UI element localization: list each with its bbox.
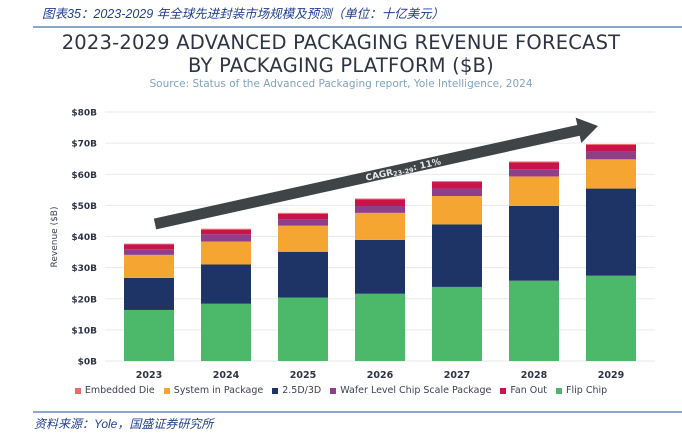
bar-system-in-package-2023 xyxy=(124,254,174,278)
bar-stack-2024 xyxy=(201,228,251,361)
x-axis-ticks: 2023 2024 2025 2026 2027 2028 2029 xyxy=(136,370,624,381)
legend-swatch xyxy=(163,387,170,394)
bar-fan-out-2024 xyxy=(201,229,251,235)
bar-2-5d-3d-2029 xyxy=(586,188,636,276)
y-tick-label: $0B xyxy=(78,358,98,368)
bar-system-in-package-2028 xyxy=(509,176,559,206)
y-tick-label: $80B xyxy=(71,109,97,119)
bar-wafer-level-chip-scale-package-2029 xyxy=(586,151,636,160)
legend-label: Fan Out xyxy=(510,385,548,396)
legend-label: Wafer Level Chip Scale Package xyxy=(340,385,492,396)
bar-2-5d-3d-2026 xyxy=(355,239,405,294)
bar-flip-chip-2026 xyxy=(355,293,405,361)
legend-item: Wafer Level Chip Scale Package xyxy=(330,385,491,396)
bar-flip-chip-2023 xyxy=(124,309,174,361)
source-divider xyxy=(33,411,682,413)
bar-wafer-level-chip-scale-package-2025 xyxy=(278,219,328,226)
bar-system-in-package-2026 xyxy=(355,212,405,240)
y-tick-label: $30B xyxy=(71,264,97,274)
legend-swatch xyxy=(272,387,279,394)
bar-2-5d-3d-2028 xyxy=(509,205,559,281)
cagr-label: CAGR23-29: 11% xyxy=(365,157,442,184)
bar-2-5d-3d-2024 xyxy=(201,264,251,304)
arrow-icon xyxy=(153,117,598,230)
bar-flip-chip-2028 xyxy=(509,280,559,361)
bar-stack-2028 xyxy=(509,161,559,361)
bar-fan-out-2029 xyxy=(586,144,636,152)
bar-fan-out-2026 xyxy=(355,199,405,206)
legend-item: System in Package xyxy=(163,385,264,396)
y-axis-ticks: $0B $10B $20B $30B $40B $50B $60B $70B $80B xyxy=(71,109,97,368)
bar-fan-out-2027 xyxy=(432,182,482,189)
bar-wafer-level-chip-scale-package-2028 xyxy=(509,169,559,177)
bar-stack-2025 xyxy=(278,212,328,361)
x-tick-label: 2024 xyxy=(213,370,240,381)
x-tick-label: 2029 xyxy=(598,370,624,381)
legend-swatch xyxy=(556,387,563,394)
x-tick-label: 2025 xyxy=(290,370,316,381)
legend-item: 2.5D/3D xyxy=(272,385,321,396)
chart-title-line2: BY PACKAGING PLATFORM ($B) xyxy=(188,54,494,77)
bar-wafer-level-chip-scale-package-2024 xyxy=(201,234,251,242)
bar-wafer-level-chip-scale-package-2026 xyxy=(355,205,405,213)
bar-flip-chip-2025 xyxy=(278,297,328,361)
bar-wafer-level-chip-scale-package-2023 xyxy=(124,249,174,255)
legend-label: Flip Chip xyxy=(566,385,608,396)
bar-stack-2023 xyxy=(124,243,174,361)
bar-flip-chip-2029 xyxy=(586,275,636,361)
bar-embedded-die-2029 xyxy=(586,144,636,145)
source-note: 资料来源：Yole，国盛证券研究所 xyxy=(34,417,214,431)
bar-wafer-level-chip-scale-package-2027 xyxy=(432,188,482,197)
bar-embedded-die-2026 xyxy=(355,198,405,200)
y-tick-label: $10B xyxy=(71,326,97,336)
bar-system-in-package-2025 xyxy=(278,225,328,252)
legend-item: Embedded Die xyxy=(74,385,155,396)
figure-caption: 图表35：2023-2029 年全球先进封装市场规模及预测（单位：十亿美元） xyxy=(42,7,445,21)
bar-embedded-die-2027 xyxy=(432,181,482,183)
bar-system-in-package-2024 xyxy=(201,241,251,265)
bar-2-5d-3d-2023 xyxy=(124,277,174,310)
bar-fan-out-2028 xyxy=(509,162,559,170)
x-tick-label: 2026 xyxy=(367,370,394,381)
bar-stack-2026 xyxy=(355,198,405,361)
legend-item: Flip Chip xyxy=(556,385,607,396)
y-tick-label: $60B xyxy=(71,171,97,181)
legend-swatch xyxy=(500,387,507,394)
y-tick-label: $50B xyxy=(71,202,97,212)
bar-flip-chip-2024 xyxy=(201,303,251,361)
legend: Embedded Die System in Package 2.5D/3D Wafe… xyxy=(0,385,682,396)
chart-subtitle: Source: Status of the Advanced Packaging… xyxy=(149,78,533,90)
caption-divider xyxy=(33,26,682,28)
bar-system-in-package-2029 xyxy=(586,159,636,189)
bar-2-5d-3d-2025 xyxy=(278,251,328,298)
legend-swatch xyxy=(74,387,81,394)
bars xyxy=(124,144,636,361)
bar-embedded-die-2028 xyxy=(509,161,559,163)
bar-stack-2027 xyxy=(432,181,482,361)
y-tick-label: $20B xyxy=(71,295,97,305)
y-axis-label: Revenue ($B) xyxy=(50,207,60,268)
bar-stack-2029 xyxy=(586,144,636,361)
bar-2-5d-3d-2027 xyxy=(432,224,482,287)
x-tick-label: 2023 xyxy=(136,370,162,381)
legend-swatch xyxy=(330,387,337,394)
y-tick-label: $40B xyxy=(71,233,97,243)
bar-system-in-package-2027 xyxy=(432,196,482,225)
bar-fan-out-2025 xyxy=(278,213,328,220)
bar-embedded-die-2025 xyxy=(278,212,328,214)
legend-item: Fan Out xyxy=(500,385,547,396)
legend-label: 2.5D/3D xyxy=(282,385,322,396)
legend-label: Embedded Die xyxy=(84,385,155,396)
bar-embedded-die-2023 xyxy=(124,243,174,245)
x-tick-label: 2027 xyxy=(444,370,470,381)
bar-flip-chip-2027 xyxy=(432,286,482,361)
chart-title-line1: 2023-2029 ADVANCED PACKAGING REVENUE FOR… xyxy=(61,31,621,54)
x-tick-label: 2028 xyxy=(521,370,548,381)
legend-label: System in Package xyxy=(173,385,264,396)
bar-fan-out-2023 xyxy=(124,244,174,250)
bar-embedded-die-2024 xyxy=(201,228,251,230)
y-tick-label: $70B xyxy=(71,140,97,150)
